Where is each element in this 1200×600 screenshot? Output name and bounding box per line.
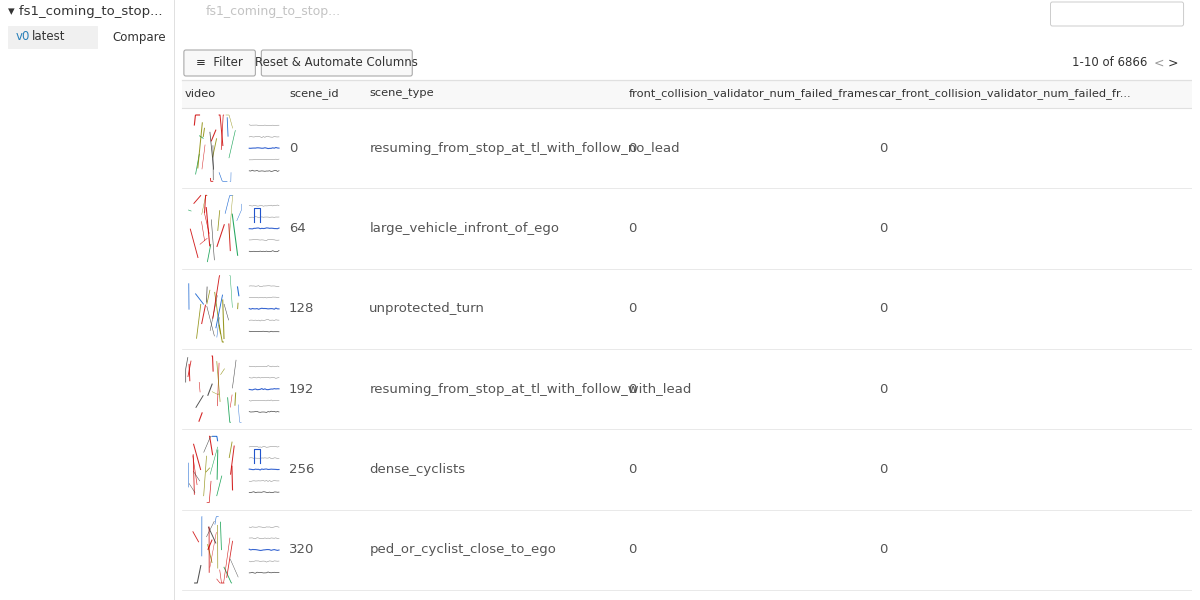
Bar — [185, 194, 242, 263]
Bar — [185, 114, 242, 182]
Text: 0: 0 — [878, 463, 887, 476]
Text: 0: 0 — [629, 544, 637, 556]
Text: large_vehicle_infront_of_ego: large_vehicle_infront_of_ego — [370, 222, 559, 235]
Text: 0: 0 — [629, 302, 637, 316]
Text: Compare: Compare — [112, 31, 166, 43]
Bar — [246, 194, 282, 263]
Text: scene_id: scene_id — [289, 89, 338, 100]
Bar — [185, 515, 242, 584]
Text: scene_type: scene_type — [370, 89, 434, 99]
Text: 0: 0 — [878, 383, 887, 395]
Text: 0: 0 — [629, 142, 637, 155]
Text: 0: 0 — [629, 463, 637, 476]
Bar — [185, 275, 242, 343]
Text: latest: latest — [31, 31, 65, 43]
Text: 64: 64 — [289, 222, 306, 235]
Text: 1-10 of 6866: 1-10 of 6866 — [1073, 56, 1147, 70]
Text: dense_cyclists: dense_cyclists — [370, 463, 466, 476]
Bar — [246, 355, 282, 424]
Text: 128: 128 — [289, 302, 314, 316]
Bar — [246, 114, 282, 182]
Bar — [246, 436, 282, 503]
Text: >: > — [1168, 56, 1178, 70]
Text: unprotected_turn: unprotected_turn — [370, 302, 485, 316]
Text: resuming_from_stop_at_tl_with_follow_no_lead: resuming_from_stop_at_tl_with_follow_no_… — [370, 142, 680, 155]
Bar — [246, 275, 282, 343]
Bar — [185, 355, 242, 424]
Text: 0: 0 — [629, 222, 637, 235]
Text: ▾ fs1_coming_to_stop...: ▾ fs1_coming_to_stop... — [8, 5, 162, 19]
Text: <: < — [1153, 56, 1164, 70]
Text: 0: 0 — [629, 383, 637, 395]
Text: fs1_coming_to_stop...: fs1_coming_to_stop... — [205, 5, 341, 19]
FancyBboxPatch shape — [184, 50, 256, 76]
Text: 0: 0 — [289, 142, 298, 155]
Text: video: video — [185, 89, 216, 99]
Text: resuming_from_stop_at_tl_with_follow_with_lead: resuming_from_stop_at_tl_with_follow_wit… — [370, 383, 691, 395]
Text: 256: 256 — [289, 463, 314, 476]
Bar — [246, 515, 282, 584]
Bar — [0, 0, 174, 600]
Text: 0: 0 — [878, 302, 887, 316]
Text: 320: 320 — [289, 544, 314, 556]
Text: 0: 0 — [878, 142, 887, 155]
Text: 0: 0 — [878, 222, 887, 235]
Text: Reset & Automate Columns: Reset & Automate Columns — [256, 56, 419, 70]
Text: 192: 192 — [289, 383, 314, 395]
Text: v0: v0 — [16, 31, 30, 43]
Text: car_front_collision_validator_num_failed_fr...: car_front_collision_validator_num_failed… — [878, 89, 1132, 100]
Text: ≡  Filter: ≡ Filter — [196, 56, 244, 70]
Bar — [185, 436, 242, 503]
FancyBboxPatch shape — [1050, 2, 1183, 26]
Bar — [104, 26, 174, 48]
Text: ped_or_cyclist_close_to_ego: ped_or_cyclist_close_to_ego — [370, 544, 557, 556]
Bar — [8, 26, 97, 48]
Bar — [182, 80, 1192, 108]
FancyBboxPatch shape — [262, 50, 413, 76]
Text: front_collision_validator_num_failed_frames: front_collision_validator_num_failed_fra… — [629, 89, 878, 100]
Text: 0: 0 — [878, 544, 887, 556]
